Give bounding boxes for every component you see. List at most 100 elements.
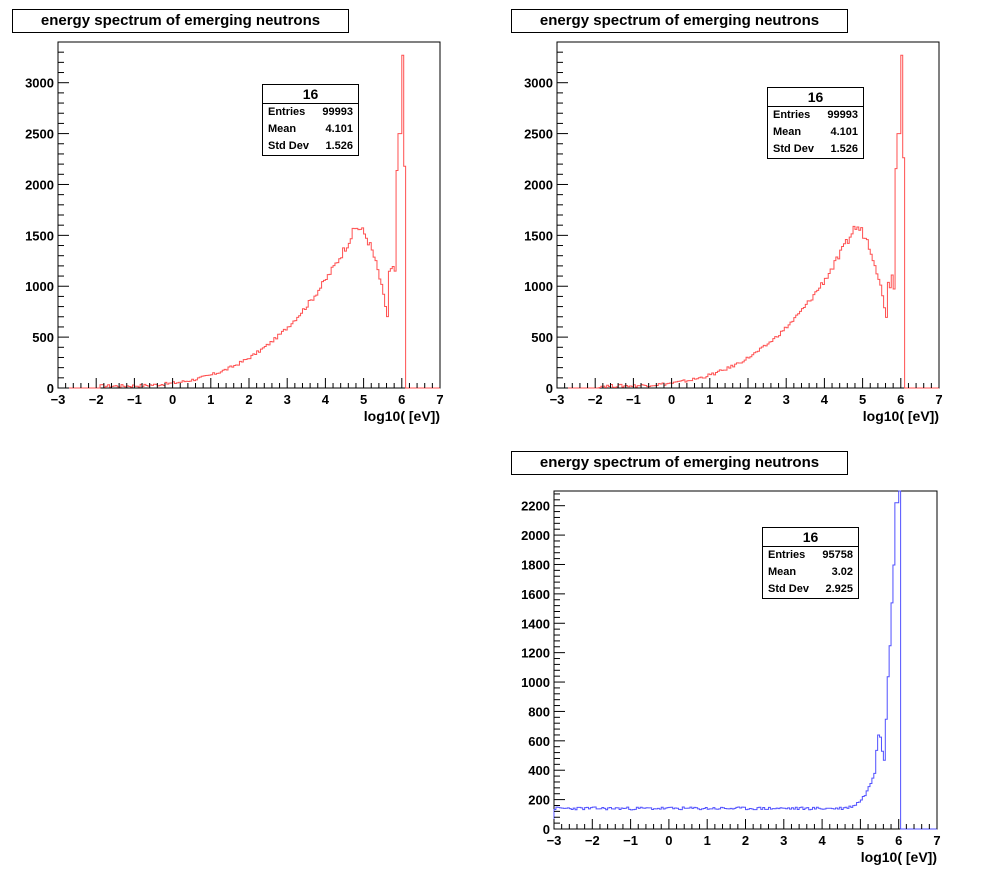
stats-entries-row: Entries 99993 [768,107,863,124]
x-tick-label: 6 [897,392,904,407]
plot-frame [556,41,940,389]
x-tick-label: −1 [626,392,641,407]
y-tick-label: 800 [528,704,550,719]
x-tick-label: 7 [436,392,443,407]
x-tick-label: 4 [322,392,330,407]
x-tick-label: 0 [169,392,176,407]
y-tick-label: 1500 [25,228,54,243]
x-axis-title: log10( [eV]) [863,408,939,424]
y-tick-label: 1800 [521,557,550,572]
y-tick-label: 200 [528,793,550,808]
chart-3-svg: −3 −2 −1 0 1 2 3 4 5 6 7 0 200 400 600 800 1000 1200 1400 1… [521,490,941,865]
y-tick-label: 600 [528,734,550,749]
y-tick-label: 1000 [521,675,550,690]
stats-mean-row: Mean 4.101 [768,124,863,141]
y-tick-label: 2000 [25,177,54,192]
stats-entries-row: Entries 99993 [263,104,358,121]
x-tick-label: 3 [284,392,291,407]
x-tick-label: −2 [89,392,104,407]
y-tick-label: 1600 [521,587,550,602]
stats-entries: 99993 [322,106,353,118]
x-tick-label: 6 [398,392,405,407]
y-tick-label: 1200 [521,646,550,661]
x-tick-label: 6 [895,833,902,848]
stats-std-row: Std Dev 2.925 [763,581,858,598]
x-tick-label: −3 [547,833,562,848]
x-axis-title: log10( [eV]) [364,408,440,424]
stats-name: 16 [763,528,858,547]
stats-mean-row: Mean 3.02 [763,564,858,581]
y-tick-label: 1500 [524,228,553,243]
chart-pad-3: −3 −2 −1 0 1 2 3 4 5 6 7 0 200 400 600 800 1000 1200 1400 1… [499,441,998,883]
x-tick-label: 7 [933,833,940,848]
chart-pad-1: −3 −2 −1 0 1 2 3 4 5 6 7 0 500 1000 1500 2000 2500 3000 lo… [0,0,499,441]
y-tick-label: 500 [531,330,553,345]
x-axis-title: log10( [eV]) [861,849,937,865]
histogram-line [557,54,939,389]
stats-std-dev: 1.526 [830,143,858,155]
chart-2-svg: −3 −2 −1 0 1 2 3 4 5 6 7 0 500 1000 1500 2000 2500 3000 lo… [524,41,943,424]
chart-1-title: energy spectrum of emerging neutrons [12,9,349,33]
stats-entries-row: Entries 95758 [763,547,858,564]
chart-1-stats-box: 16 Entries 99993 Mean 4.101 Std Dev 1.526 [262,84,359,156]
stats-entries: 95758 [822,549,853,561]
x-tick-label: 0 [668,392,675,407]
y-tick-label: 1400 [521,616,550,631]
y-tick-label: 3000 [25,76,54,91]
x-tick-label: −1 [623,833,638,848]
x-tick-label: 3 [783,392,790,407]
x-tick-label: −3 [51,392,66,407]
x-tick-label: 3 [780,833,787,848]
y-tick-label: 2000 [524,177,553,192]
y-tick-label: 400 [528,763,550,778]
y-tick-label: 0 [543,822,550,837]
chart-2-stats-box: 16 Entries 99993 Mean 4.101 Std Dev 1.526 [767,87,864,159]
y-tick-label: 2000 [521,528,550,543]
chart-3-title: energy spectrum of emerging neutrons [511,451,848,475]
y-tick-label: 0 [47,381,54,396]
x-tick-label: −3 [550,392,565,407]
chart-3-stats-box: 16 Entries 95758 Mean 3.02 Std Dev 2.925 [762,527,859,599]
stats-std-row: Std Dev 1.526 [768,141,863,158]
stats-entries: 99993 [827,109,858,121]
stats-std-row: Std Dev 1.526 [263,138,358,155]
stats-mean: 3.02 [831,566,853,578]
y-tick-label: 1000 [524,279,553,294]
y-tick-label: 0 [546,381,553,396]
y-tick-label: 1000 [25,279,54,294]
y-tick-label: 500 [32,330,54,345]
x-tick-label: 1 [704,833,711,848]
stats-std-dev: 2.925 [825,583,853,595]
stats-mean: 4.101 [325,123,353,135]
y-tick-label: 2200 [521,499,550,514]
x-tick-label: 2 [742,833,749,848]
x-tick-label: −2 [588,392,603,407]
x-tick-label: 5 [857,833,864,848]
x-tick-label: 1 [706,392,713,407]
histogram-line [553,490,937,830]
x-tick-label: 0 [665,833,672,848]
chart-2-title: energy spectrum of emerging neutrons [511,9,848,33]
x-tick-label: 2 [744,392,751,407]
plot-frame [57,41,441,389]
x-tick-label: 4 [818,833,826,848]
x-tick-label: 5 [859,392,866,407]
histogram-line [58,54,440,389]
plot-frame [553,490,938,830]
stats-name: 16 [768,88,863,107]
chart-1-svg: −3 −2 −1 0 1 2 3 4 5 6 7 0 500 1000 1500 2000 2500 3000 lo… [25,41,444,424]
x-tick-label: 7 [935,392,942,407]
stats-name: 16 [263,85,358,104]
chart-pad-2: −3 −2 −1 0 1 2 3 4 5 6 7 0 500 1000 1500 2000 2500 3000 lo… [499,0,998,441]
x-tick-label: 1 [207,392,214,407]
x-tick-label: 5 [360,392,367,407]
y-tick-label: 2500 [524,127,553,142]
stats-std-dev: 1.526 [325,140,353,152]
x-tick-label: 4 [821,392,829,407]
y-tick-label: 2500 [25,127,54,142]
stats-mean: 4.101 [830,126,858,138]
x-tick-label: −1 [127,392,142,407]
y-tick-label: 3000 [524,76,553,91]
stats-mean-row: Mean 4.101 [263,121,358,138]
x-tick-label: −2 [585,833,600,848]
